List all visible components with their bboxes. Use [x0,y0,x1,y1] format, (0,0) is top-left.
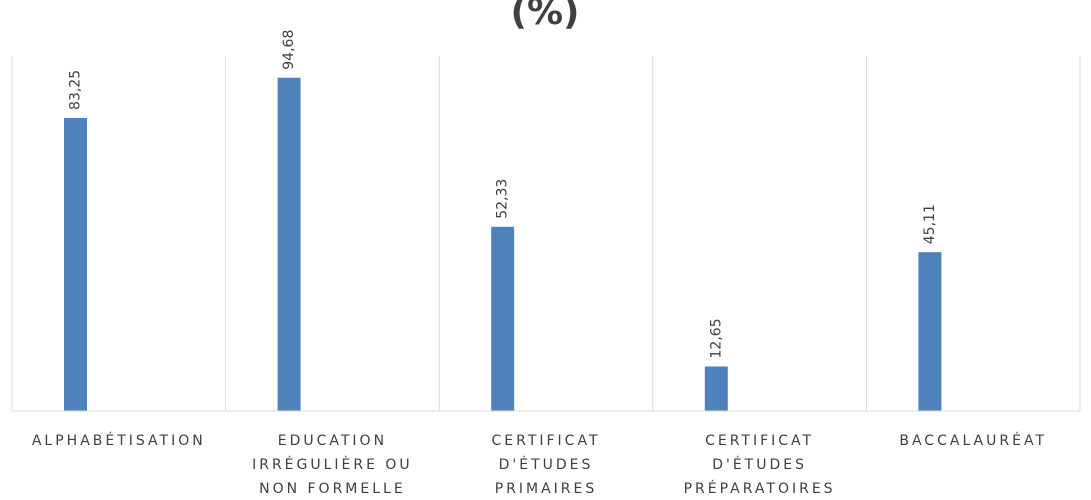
data-label: 94,68 [281,30,297,70]
data-label: 12,65 [708,318,724,358]
data-label: 45,11 [922,204,938,244]
chart-title: (%) [511,0,580,33]
category-label: D'ÉTUDES [712,456,807,473]
category-label: PRIMAIRES [495,481,598,497]
bar [277,77,301,411]
data-label: 52,33 [495,179,511,219]
category-label: BACCALAURÉAT [899,432,1047,449]
bar [64,117,87,412]
data-labels: 83,25 94,68 52,33 12,65 45,11 [68,30,938,359]
bar [704,366,728,411]
category-label: PRÉPARATOIRES [684,480,836,497]
bar [918,252,942,411]
bar [491,226,515,411]
category-label: ALPHABÉTISATION [32,432,206,449]
category-label: EDUCATION [278,433,387,449]
grid-lines [11,56,1081,411]
category-label: NON FORMELLE [259,481,406,497]
category-label: CERTIFICAT [491,433,600,449]
category-label: CERTIFICAT [705,433,814,449]
category-label: D'ÉTUDES [499,456,594,473]
category-label: IRRÉGULIÈRE OU [252,456,413,473]
category-labels: ALPHABÉTISATION EDUCATION IRRÉGULIÈRE OU NO… [32,432,1047,497]
data-label: 83,25 [68,70,84,110]
bars [64,77,942,412]
